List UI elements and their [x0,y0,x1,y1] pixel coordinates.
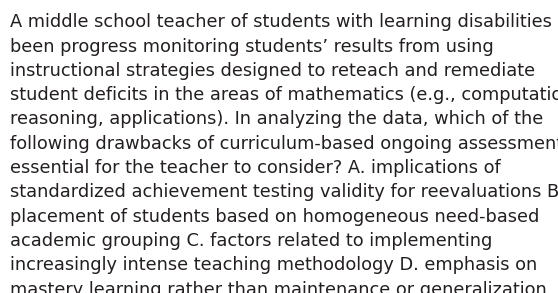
Text: placement of students based on homogeneous need-based: placement of students based on homogeneo… [10,208,540,226]
Text: been progress monitoring students’ results from using: been progress monitoring students’ resul… [10,38,494,55]
Text: A middle school teacher of students with learning disabilities has: A middle school teacher of students with… [10,13,558,31]
Text: following drawbacks of curriculum-based ongoing assessment is: following drawbacks of curriculum-based … [10,135,558,153]
Text: standardized achievement testing validity for reevaluations B.: standardized achievement testing validit… [10,183,558,201]
Text: reasoning, applications). In analyzing the data, which of the: reasoning, applications). In analyzing t… [10,110,543,128]
Text: instructional strategies designed to reteach and remediate: instructional strategies designed to ret… [10,62,535,80]
Text: academic grouping C. factors related to implementing: academic grouping C. factors related to … [10,232,492,250]
Text: increasingly intense teaching methodology D. emphasis on: increasingly intense teaching methodolog… [10,256,537,274]
Text: essential for the teacher to consider? A. implications of: essential for the teacher to consider? A… [10,159,501,177]
Text: mastery learning rather than maintenance or generalization: mastery learning rather than maintenance… [10,281,547,293]
Text: student deficits in the areas of mathematics (e.g., computation,: student deficits in the areas of mathema… [10,86,558,104]
